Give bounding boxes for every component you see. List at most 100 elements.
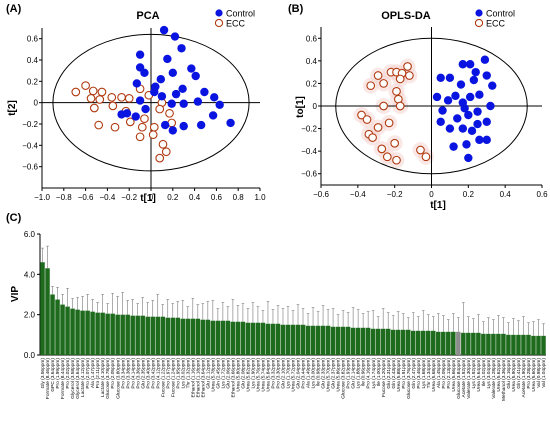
pca-panel: (A) PCA t[1] t[2] Control ECC −1.0 −0.8 −0… [6, 3, 266, 204]
control-point [456, 80, 466, 89]
vip-category-label: Glu (2.14ppm) [351, 358, 357, 389]
y-tick-label: −0.4 [22, 141, 38, 150]
control-point [157, 92, 167, 101]
control-point [464, 153, 473, 163]
ecc-point [108, 101, 118, 111]
vip-category-label: Glycerol (3.58ppm) [70, 358, 76, 399]
x-tick-label: 0 [149, 193, 154, 202]
ecc-point [379, 101, 388, 111]
vip-category-label: Gln (2.45ppm) [215, 358, 221, 389]
vip-category-label: Urea (5.80ppm) [235, 358, 241, 392]
vip-category-label: Acetate (1.92ppm) [461, 358, 467, 398]
x-tick-label: 0 [429, 190, 434, 199]
opls-da-x-axis-label: t[1] [430, 200, 446, 211]
vip-bar [200, 319, 206, 355]
vip-bar [325, 325, 331, 355]
ecc-point [107, 92, 117, 102]
vip-bar [280, 324, 286, 355]
vip-bar [65, 306, 70, 355]
ecc-point [373, 123, 383, 132]
ecc-point [155, 153, 165, 163]
pca-y-axis-label: t[2] [7, 100, 18, 116]
vip-bar [300, 324, 306, 355]
ecc-point [88, 86, 98, 96]
control-point [473, 107, 482, 116]
vip-bar [120, 314, 125, 355]
opls-da-legend: Control ECC [474, 9, 515, 29]
vip-bar [315, 325, 321, 355]
control-point [482, 71, 491, 80]
vip-bar [240, 321, 246, 355]
x-tick-label: 0.6 [536, 190, 548, 199]
vip-category-label: Glu (2.35ppm) [140, 358, 146, 389]
vip-bar [345, 326, 351, 355]
control-point [140, 68, 149, 78]
control-point [193, 97, 203, 106]
control-point [167, 99, 176, 108]
control-point [135, 50, 145, 59]
ecc-point [97, 87, 107, 97]
legend-label-ecc: ECC [486, 19, 506, 29]
vip-bar [486, 333, 491, 355]
pca-title: PCA [136, 10, 159, 22]
vip-category-label: Pro (3.34ppm) [120, 358, 126, 389]
vip-category-label: Urea (5.70ppm) [326, 358, 332, 392]
vip-category-label: Ile (1.02ppm) [481, 358, 487, 387]
control-point [471, 67, 480, 77]
vip-bar [175, 317, 181, 355]
vip-bar [165, 317, 171, 355]
vip-bar [155, 316, 160, 355]
vip-bar [80, 310, 85, 355]
vip-bar [225, 320, 231, 355]
vip-bar [380, 328, 386, 355]
vip-category-label: Val (0.98ppm) [536, 358, 542, 388]
vip-category-label: Pro (3.32ppm) [271, 358, 277, 389]
vip-bar [260, 322, 266, 355]
vip-bar [310, 325, 316, 355]
vip-bar [441, 331, 446, 355]
vip-bar [230, 321, 236, 355]
vip-y-tick-label: 2.0 [24, 311, 36, 320]
vip-bar [55, 299, 60, 355]
vip-category-label: Urea (5.64ppm) [476, 358, 482, 392]
vip-bar [426, 330, 431, 355]
vip-bar [511, 334, 516, 355]
vip-bar [105, 313, 110, 355]
ecc-point [124, 94, 134, 103]
control-point [436, 117, 445, 127]
vip-bar [400, 329, 406, 355]
vip-bar [125, 314, 130, 355]
vip-bar [531, 335, 536, 355]
x-tick-label: −0.2 [121, 193, 137, 202]
control-point [460, 104, 469, 113]
control-point [482, 117, 491, 127]
y-tick-label: 0 [34, 99, 39, 108]
vip-category-label: Urea (5.72ppm) [291, 358, 297, 392]
y-tick-label: 0.2 [306, 79, 318, 88]
control-point [473, 119, 482, 129]
control-point [480, 55, 490, 64]
ecc-point [149, 122, 159, 132]
vip-category-label: Pro (2.09ppm) [441, 358, 447, 389]
control-point [443, 96, 453, 105]
control-point [482, 135, 491, 145]
vip-bar [110, 313, 115, 355]
control-point [215, 100, 224, 110]
vip-bar [50, 294, 55, 355]
vip-category-label: Pro (2.13ppm) [446, 358, 452, 389]
ecc-point [81, 81, 90, 90]
x-tick-label: −1.0 [34, 193, 50, 202]
control-point [132, 79, 142, 88]
control-point [445, 124, 455, 133]
vip-bar [390, 329, 396, 355]
ecc-point [357, 110, 366, 120]
vip-bar [491, 333, 496, 355]
ecc-point [405, 71, 414, 80]
ecc-point [395, 101, 405, 111]
vip-category-label: Glu (2.33ppm) [321, 358, 327, 389]
vip-category-label: Pro (2.11ppm) [95, 358, 101, 389]
vip-bar [135, 315, 140, 355]
vip-category-label: Ethanol (1.18ppm) [195, 358, 201, 398]
vip-bar [75, 309, 80, 355]
